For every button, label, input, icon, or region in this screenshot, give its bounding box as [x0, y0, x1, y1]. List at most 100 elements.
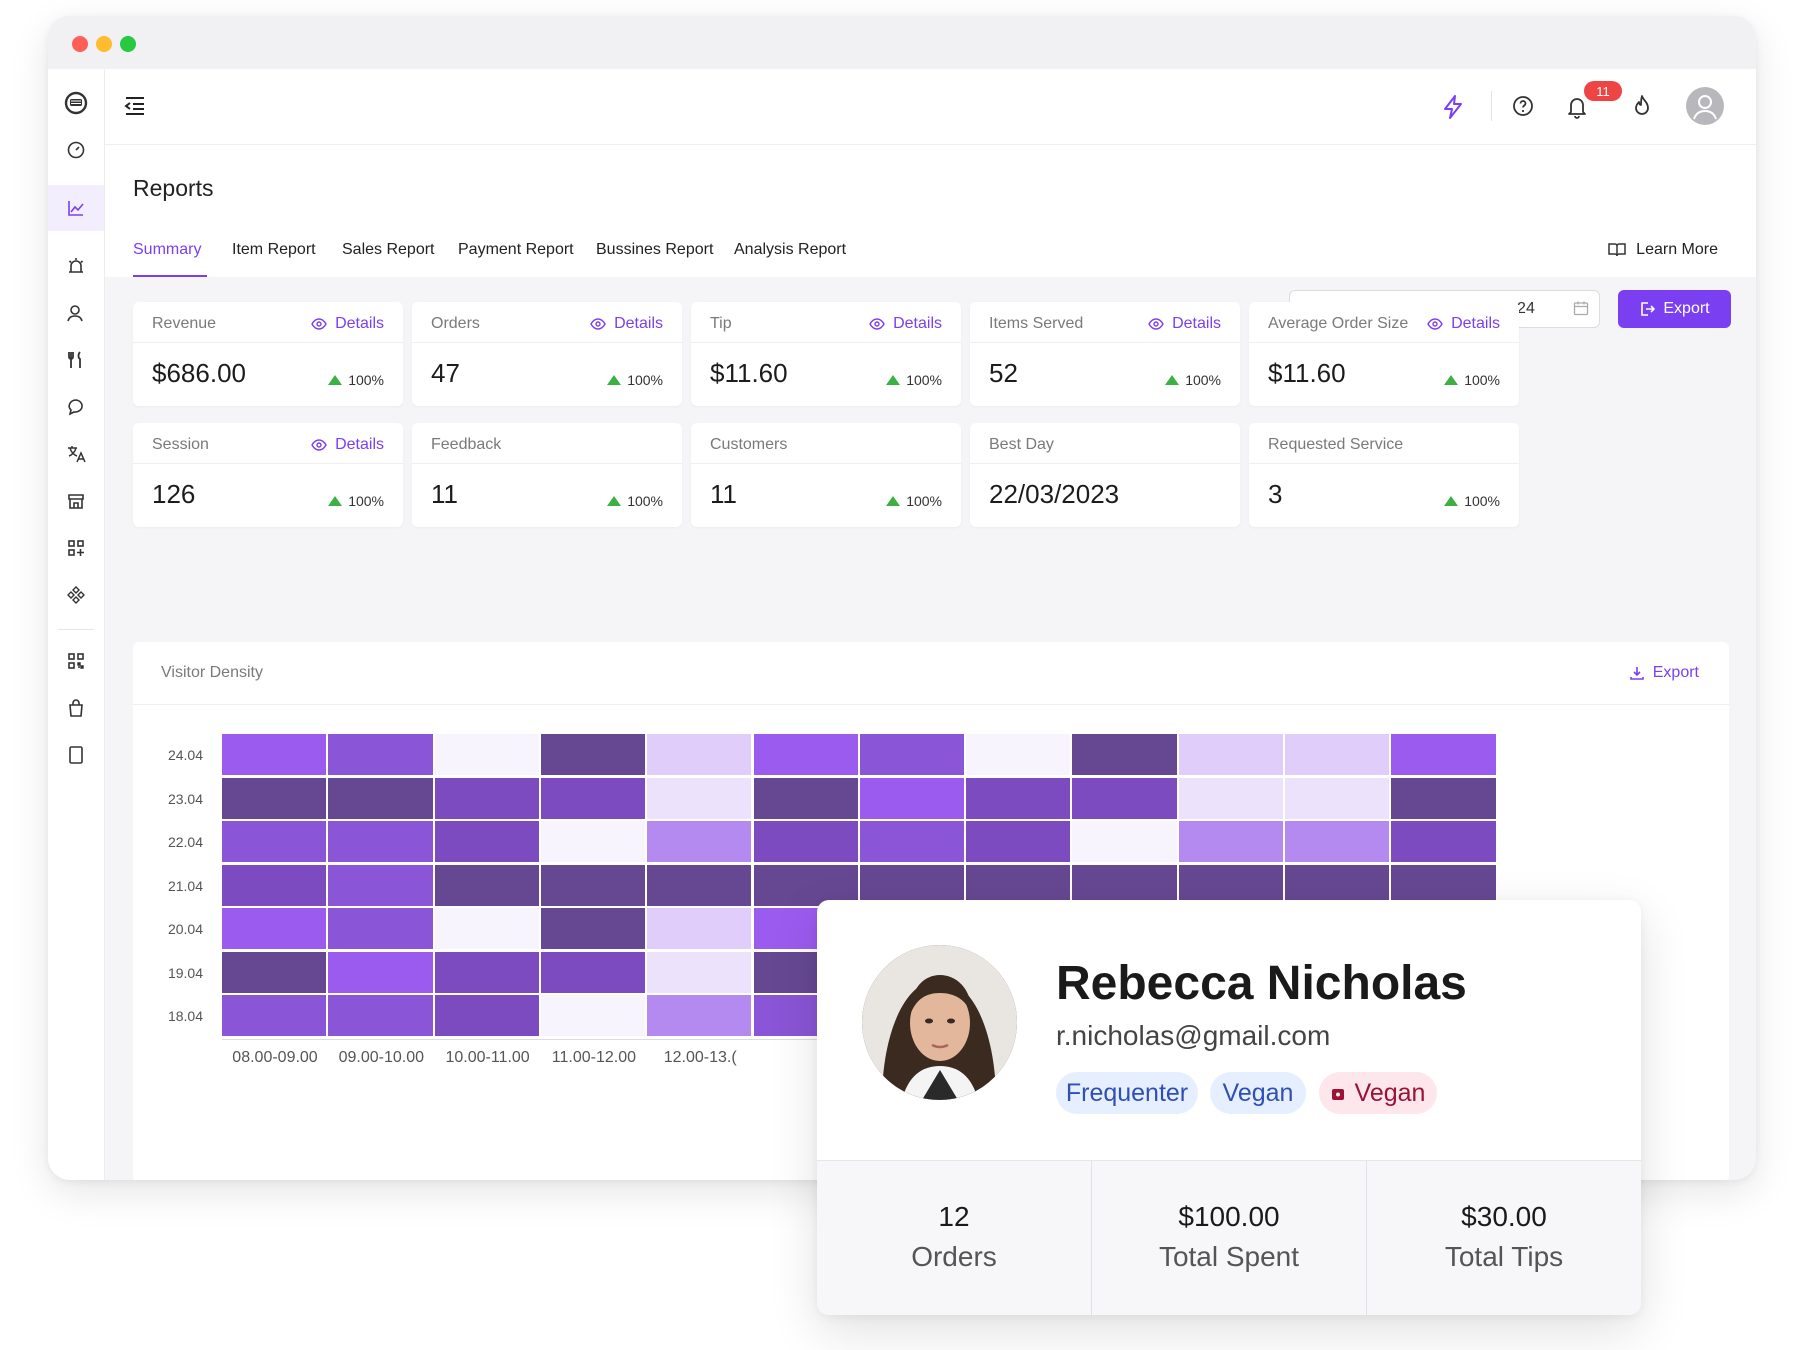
- alarm-icon[interactable]: [62, 252, 90, 280]
- heatmap-cell[interactable]: [328, 777, 433, 819]
- maximize-window-button[interactable]: [120, 36, 136, 52]
- heatmap-cell[interactable]: [1178, 734, 1283, 775]
- heatmap-cell[interactable]: [328, 995, 433, 1036]
- tag-vegan-alert[interactable]: Vegan: [1319, 1072, 1437, 1114]
- heatmap-cell[interactable]: [222, 864, 327, 906]
- heatmap-cell[interactable]: [540, 734, 646, 775]
- tag-vegan[interactable]: Vegan: [1210, 1072, 1306, 1114]
- heatmap-cell[interactable]: [753, 821, 858, 862]
- heatmap-cell[interactable]: [328, 864, 433, 906]
- dashboard-icon[interactable]: [62, 135, 90, 163]
- heatmap-cell[interactable]: [222, 908, 327, 949]
- card-details-link[interactable]: Details: [869, 315, 942, 333]
- heatmap-cell[interactable]: [222, 777, 327, 819]
- chat-icon[interactable]: [62, 393, 90, 421]
- widgets-icon[interactable]: [62, 534, 90, 562]
- heatmap-cell[interactable]: [434, 908, 539, 949]
- qr-code-icon[interactable]: [62, 647, 90, 675]
- menu-utensils-icon[interactable]: [62, 346, 90, 374]
- tab-sales-report[interactable]: Sales Report: [342, 241, 435, 258]
- heatmap-cell[interactable]: [859, 821, 965, 862]
- heatmap-cell[interactable]: [966, 864, 1071, 906]
- heatmap-cell[interactable]: [647, 821, 752, 862]
- reports-chart-icon[interactable]: [62, 194, 90, 222]
- tab-analysis-report[interactable]: Analysis Report: [734, 241, 847, 258]
- heatmap-cell[interactable]: [1285, 821, 1390, 862]
- heatmap-cell[interactable]: [859, 734, 965, 775]
- heatmap-cell[interactable]: [1072, 864, 1177, 906]
- heatmap-cell[interactable]: [1391, 777, 1496, 819]
- heatmap-cell[interactable]: [434, 951, 539, 993]
- store-icon[interactable]: [62, 487, 90, 515]
- heatmap-cell[interactable]: [434, 821, 539, 862]
- heatmap-cell[interactable]: [434, 995, 539, 1036]
- card-details-link[interactable]: Details: [590, 315, 663, 333]
- card-details-link[interactable]: Details: [1427, 315, 1500, 333]
- heatmap-cell[interactable]: [966, 777, 1071, 819]
- menu-collapse-icon[interactable]: [123, 95, 147, 122]
- heatmap-cell[interactable]: [328, 821, 433, 862]
- notifications-bell-icon[interactable]: [1566, 95, 1588, 124]
- heatmap-cell[interactable]: [222, 734, 327, 775]
- heatmap-cell[interactable]: [1072, 777, 1177, 819]
- card-details-link[interactable]: Details: [311, 436, 384, 454]
- tab-bussines-report[interactable]: Bussines Report: [596, 241, 714, 258]
- heatmap-cell[interactable]: [1285, 864, 1390, 906]
- tab-summary[interactable]: Summary: [133, 241, 202, 258]
- tag-frequenter[interactable]: Frequenter: [1056, 1072, 1198, 1114]
- heatmap-cell[interactable]: [753, 864, 858, 906]
- heatmap-cell[interactable]: [328, 908, 433, 949]
- help-icon[interactable]: [1512, 95, 1534, 122]
- heatmap-cell[interactable]: [1178, 864, 1283, 906]
- staff-icon[interactable]: [62, 299, 90, 327]
- heatmap-cell[interactable]: [222, 995, 327, 1036]
- card-details-link[interactable]: Details: [311, 315, 384, 333]
- heatmap-cell[interactable]: [328, 951, 433, 993]
- heatmap-cell[interactable]: [647, 734, 752, 775]
- user-avatar[interactable]: [1686, 87, 1724, 125]
- export-button[interactable]: Export: [1618, 290, 1731, 328]
- heatmap-cell[interactable]: [647, 777, 752, 819]
- heatmap-cell[interactable]: [753, 777, 858, 819]
- heatmap-cell[interactable]: [1072, 734, 1177, 775]
- heatmap-cell[interactable]: [222, 951, 327, 993]
- heatmap-cell[interactable]: [1285, 734, 1390, 775]
- logo-icon[interactable]: [62, 89, 90, 117]
- heatmap-cell[interactable]: [1178, 821, 1283, 862]
- flame-icon[interactable]: [1632, 94, 1652, 123]
- heatmap-cell[interactable]: [1391, 821, 1496, 862]
- heatmap-cell[interactable]: [1072, 821, 1177, 862]
- heatmap-cell[interactable]: [647, 908, 752, 949]
- heatmap-cell[interactable]: [540, 995, 646, 1036]
- heatmap-cell[interactable]: [647, 995, 752, 1036]
- heatmap-cell[interactable]: [540, 821, 646, 862]
- heatmap-cell[interactable]: [1178, 777, 1283, 819]
- heatmap-cell[interactable]: [753, 734, 858, 775]
- panel-export-button[interactable]: Export: [1629, 664, 1699, 682]
- heatmap-cell[interactable]: [434, 864, 539, 906]
- heatmap-cell[interactable]: [434, 734, 539, 775]
- heatmap-cell[interactable]: [540, 777, 646, 819]
- heatmap-cell[interactable]: [859, 777, 965, 819]
- integrations-icon[interactable]: [62, 581, 90, 609]
- close-window-button[interactable]: [72, 36, 88, 52]
- tab-payment-report[interactable]: Payment Report: [458, 241, 574, 258]
- heatmap-cell[interactable]: [1391, 734, 1496, 775]
- heatmap-cell[interactable]: [1285, 777, 1390, 819]
- heatmap-cell[interactable]: [859, 864, 965, 906]
- shopping-bag-icon[interactable]: [62, 694, 90, 722]
- heatmap-cell[interactable]: [434, 777, 539, 819]
- heatmap-cell[interactable]: [540, 951, 646, 993]
- translate-icon[interactable]: [62, 440, 90, 468]
- learn-more-link[interactable]: Learn More: [1608, 241, 1718, 259]
- tablet-icon[interactable]: [62, 741, 90, 769]
- heatmap-cell[interactable]: [222, 821, 327, 862]
- heatmap-cell[interactable]: [966, 821, 1071, 862]
- lightning-icon[interactable]: [1442, 95, 1464, 124]
- heatmap-cell[interactable]: [966, 734, 1071, 775]
- heatmap-cell[interactable]: [1391, 864, 1496, 906]
- heatmap-cell[interactable]: [328, 734, 433, 775]
- heatmap-cell[interactable]: [647, 951, 752, 993]
- heatmap-cell[interactable]: [540, 864, 646, 906]
- card-details-link[interactable]: Details: [1148, 315, 1221, 333]
